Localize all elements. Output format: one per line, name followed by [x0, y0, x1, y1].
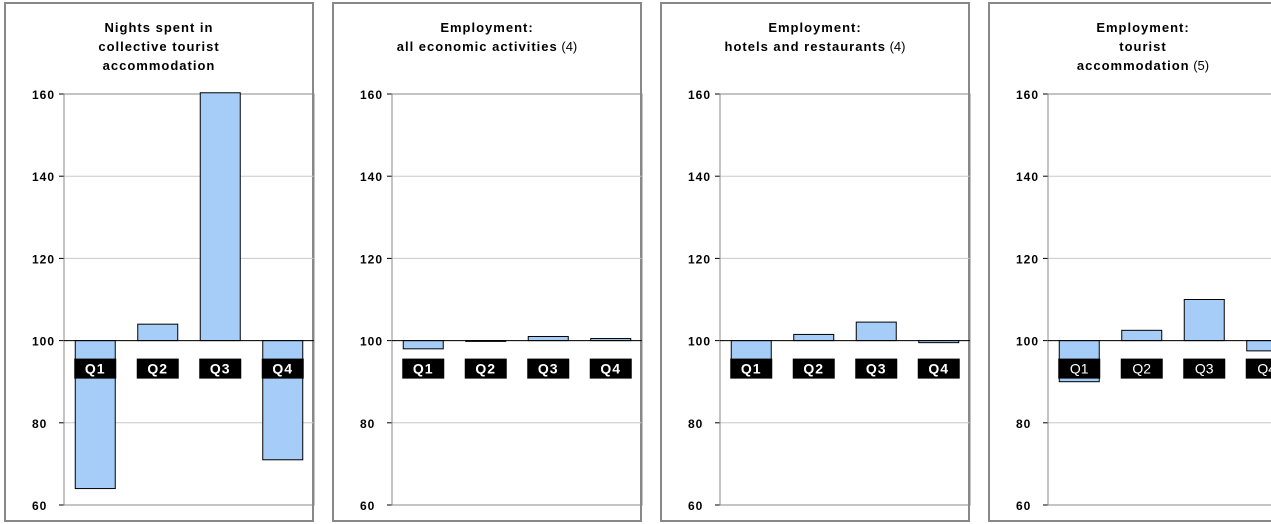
- y-tick-label: 160: [1016, 88, 1039, 102]
- chart-title: Employment: tourist accommodation (5): [990, 18, 1271, 75]
- y-tick-label: 60: [32, 499, 47, 513]
- y-tick-label: 100: [32, 335, 55, 349]
- chart-panel-2: Employment: all economic activities (4) 60…: [332, 2, 643, 522]
- plot-frame: [391, 93, 643, 506]
- plot-area: 60 80 100 120 140 160 Q1 Q2 Q3 Q4: [32, 88, 315, 513]
- chart-title-note: (5): [1189, 58, 1210, 73]
- category-label-box: [74, 358, 117, 379]
- chart-panel-3: Employment: hotels and restaurants (4) 60 8…: [660, 2, 971, 522]
- bar-q3: [1183, 299, 1225, 342]
- category-label: Q4: [600, 361, 621, 377]
- bar-q1: [402, 340, 444, 350]
- y-tick-label: 160: [32, 88, 55, 102]
- bar-q3: [199, 92, 241, 342]
- bar-q3: [527, 335, 569, 342]
- category-label-box: [136, 358, 179, 379]
- category-label-box: [464, 358, 507, 379]
- y-tick-label: 60: [1016, 499, 1031, 513]
- bar-q3: [855, 321, 897, 342]
- plot-frame: [1047, 93, 1271, 506]
- y-tick-label: 60: [360, 499, 375, 513]
- y-tick-label: 120: [688, 252, 711, 266]
- plot-area: 60 80 100 120 140 160 Q1 Q2 Q3 Q4: [1016, 88, 1271, 513]
- y-tick-label: 80: [1016, 417, 1031, 431]
- chart-title-line: Employment:: [1096, 20, 1190, 35]
- chart-title-line: Nights spent in: [104, 20, 214, 35]
- category-label-box: [1183, 358, 1226, 379]
- chart-title: Employment: all economic activities (4): [334, 18, 640, 56]
- chart-title: Employment: hotels and restaurants (4): [662, 18, 968, 56]
- plot-area: 60 80 100 120 140 160 Q1 Q2 Q3 Q4: [360, 88, 643, 513]
- category-label: Q3: [538, 361, 559, 377]
- y-tick-label: 120: [360, 252, 383, 266]
- y-tick-label: 140: [360, 170, 383, 184]
- chart-title: Nights spent in collective tourist accommo…: [6, 18, 312, 75]
- chart-title-line: Employment:: [440, 20, 534, 35]
- y-tick-label: 80: [32, 417, 47, 431]
- y-tick-label: 140: [688, 170, 711, 184]
- y-tick-label: 80: [360, 417, 375, 431]
- category-label: Q3: [866, 361, 887, 377]
- category-label-box: [1058, 358, 1101, 379]
- bar-q4: [262, 340, 304, 461]
- y-tick-label: 140: [1016, 170, 1039, 184]
- category-label-box: [1245, 358, 1271, 379]
- chart-title-line: all economic activities (4): [396, 39, 578, 54]
- chart-title-line: accommodation (5): [1076, 58, 1210, 73]
- y-tick-label: 120: [32, 252, 55, 266]
- y-tick-label: 100: [688, 335, 711, 349]
- chart-title-line: Employment:: [768, 20, 862, 35]
- bar-q2: [137, 323, 179, 342]
- bar-q2: [793, 333, 835, 342]
- y-tick-label: 140: [32, 170, 55, 184]
- chart-panel-4: Employment: tourist accommodation (5) 60 80 1…: [988, 2, 1271, 522]
- chart-title-line: collective tourist: [98, 39, 220, 54]
- y-tick-label: 120: [1016, 252, 1039, 266]
- bar-q2: [1121, 329, 1163, 342]
- chart-title-note: (4): [557, 39, 578, 54]
- category-label: Q3: [210, 361, 231, 377]
- category-label: Q4: [1257, 361, 1271, 377]
- category-label: Q4: [928, 361, 949, 377]
- category-label-box: [199, 358, 242, 379]
- y-tick-label: 160: [688, 88, 711, 102]
- category-label: Q4: [272, 361, 293, 377]
- plot-area: 60 80 100 120 140 160 Q1 Q2 Q3 Q4: [688, 88, 971, 513]
- chart-title-line: accommodation: [102, 58, 216, 73]
- category-label: Q1: [741, 361, 762, 377]
- category-label: Q1: [1070, 361, 1089, 377]
- y-tick-label: 160: [360, 88, 383, 102]
- chart-title-line: hotels and restaurants (4): [724, 39, 906, 54]
- bar-q1: [730, 340, 772, 362]
- y-tick-label: 100: [360, 335, 383, 349]
- chart-title-note: (4): [885, 39, 906, 54]
- category-label: Q2: [803, 361, 824, 377]
- category-label: Q2: [147, 361, 168, 377]
- category-label: Q2: [475, 361, 496, 377]
- category-label-box: [730, 358, 773, 379]
- category-label: Q2: [1132, 361, 1151, 377]
- category-label-box: [589, 358, 632, 379]
- category-label: Q3: [1195, 361, 1214, 377]
- plot-frame: [719, 93, 971, 506]
- category-label-box: [1120, 358, 1163, 379]
- category-label: Q1: [413, 361, 434, 377]
- plot-frame: [63, 93, 315, 506]
- y-tick-label: 100: [1016, 335, 1039, 349]
- category-label: Q1: [85, 361, 106, 377]
- y-tick-label: 80: [688, 417, 703, 431]
- bar-q4: [1246, 340, 1271, 352]
- category-label-box: [261, 358, 304, 379]
- chart-title-line: tourist: [1119, 39, 1167, 54]
- category-label-box: [402, 358, 445, 379]
- category-label-box: [527, 358, 570, 379]
- y-tick-label: 60: [688, 499, 703, 513]
- category-label-box: [855, 358, 898, 379]
- chart-panel-1: Nights spent in collective tourist accommo…: [4, 2, 315, 522]
- category-label-box: [792, 358, 835, 379]
- category-label-box: [917, 358, 960, 379]
